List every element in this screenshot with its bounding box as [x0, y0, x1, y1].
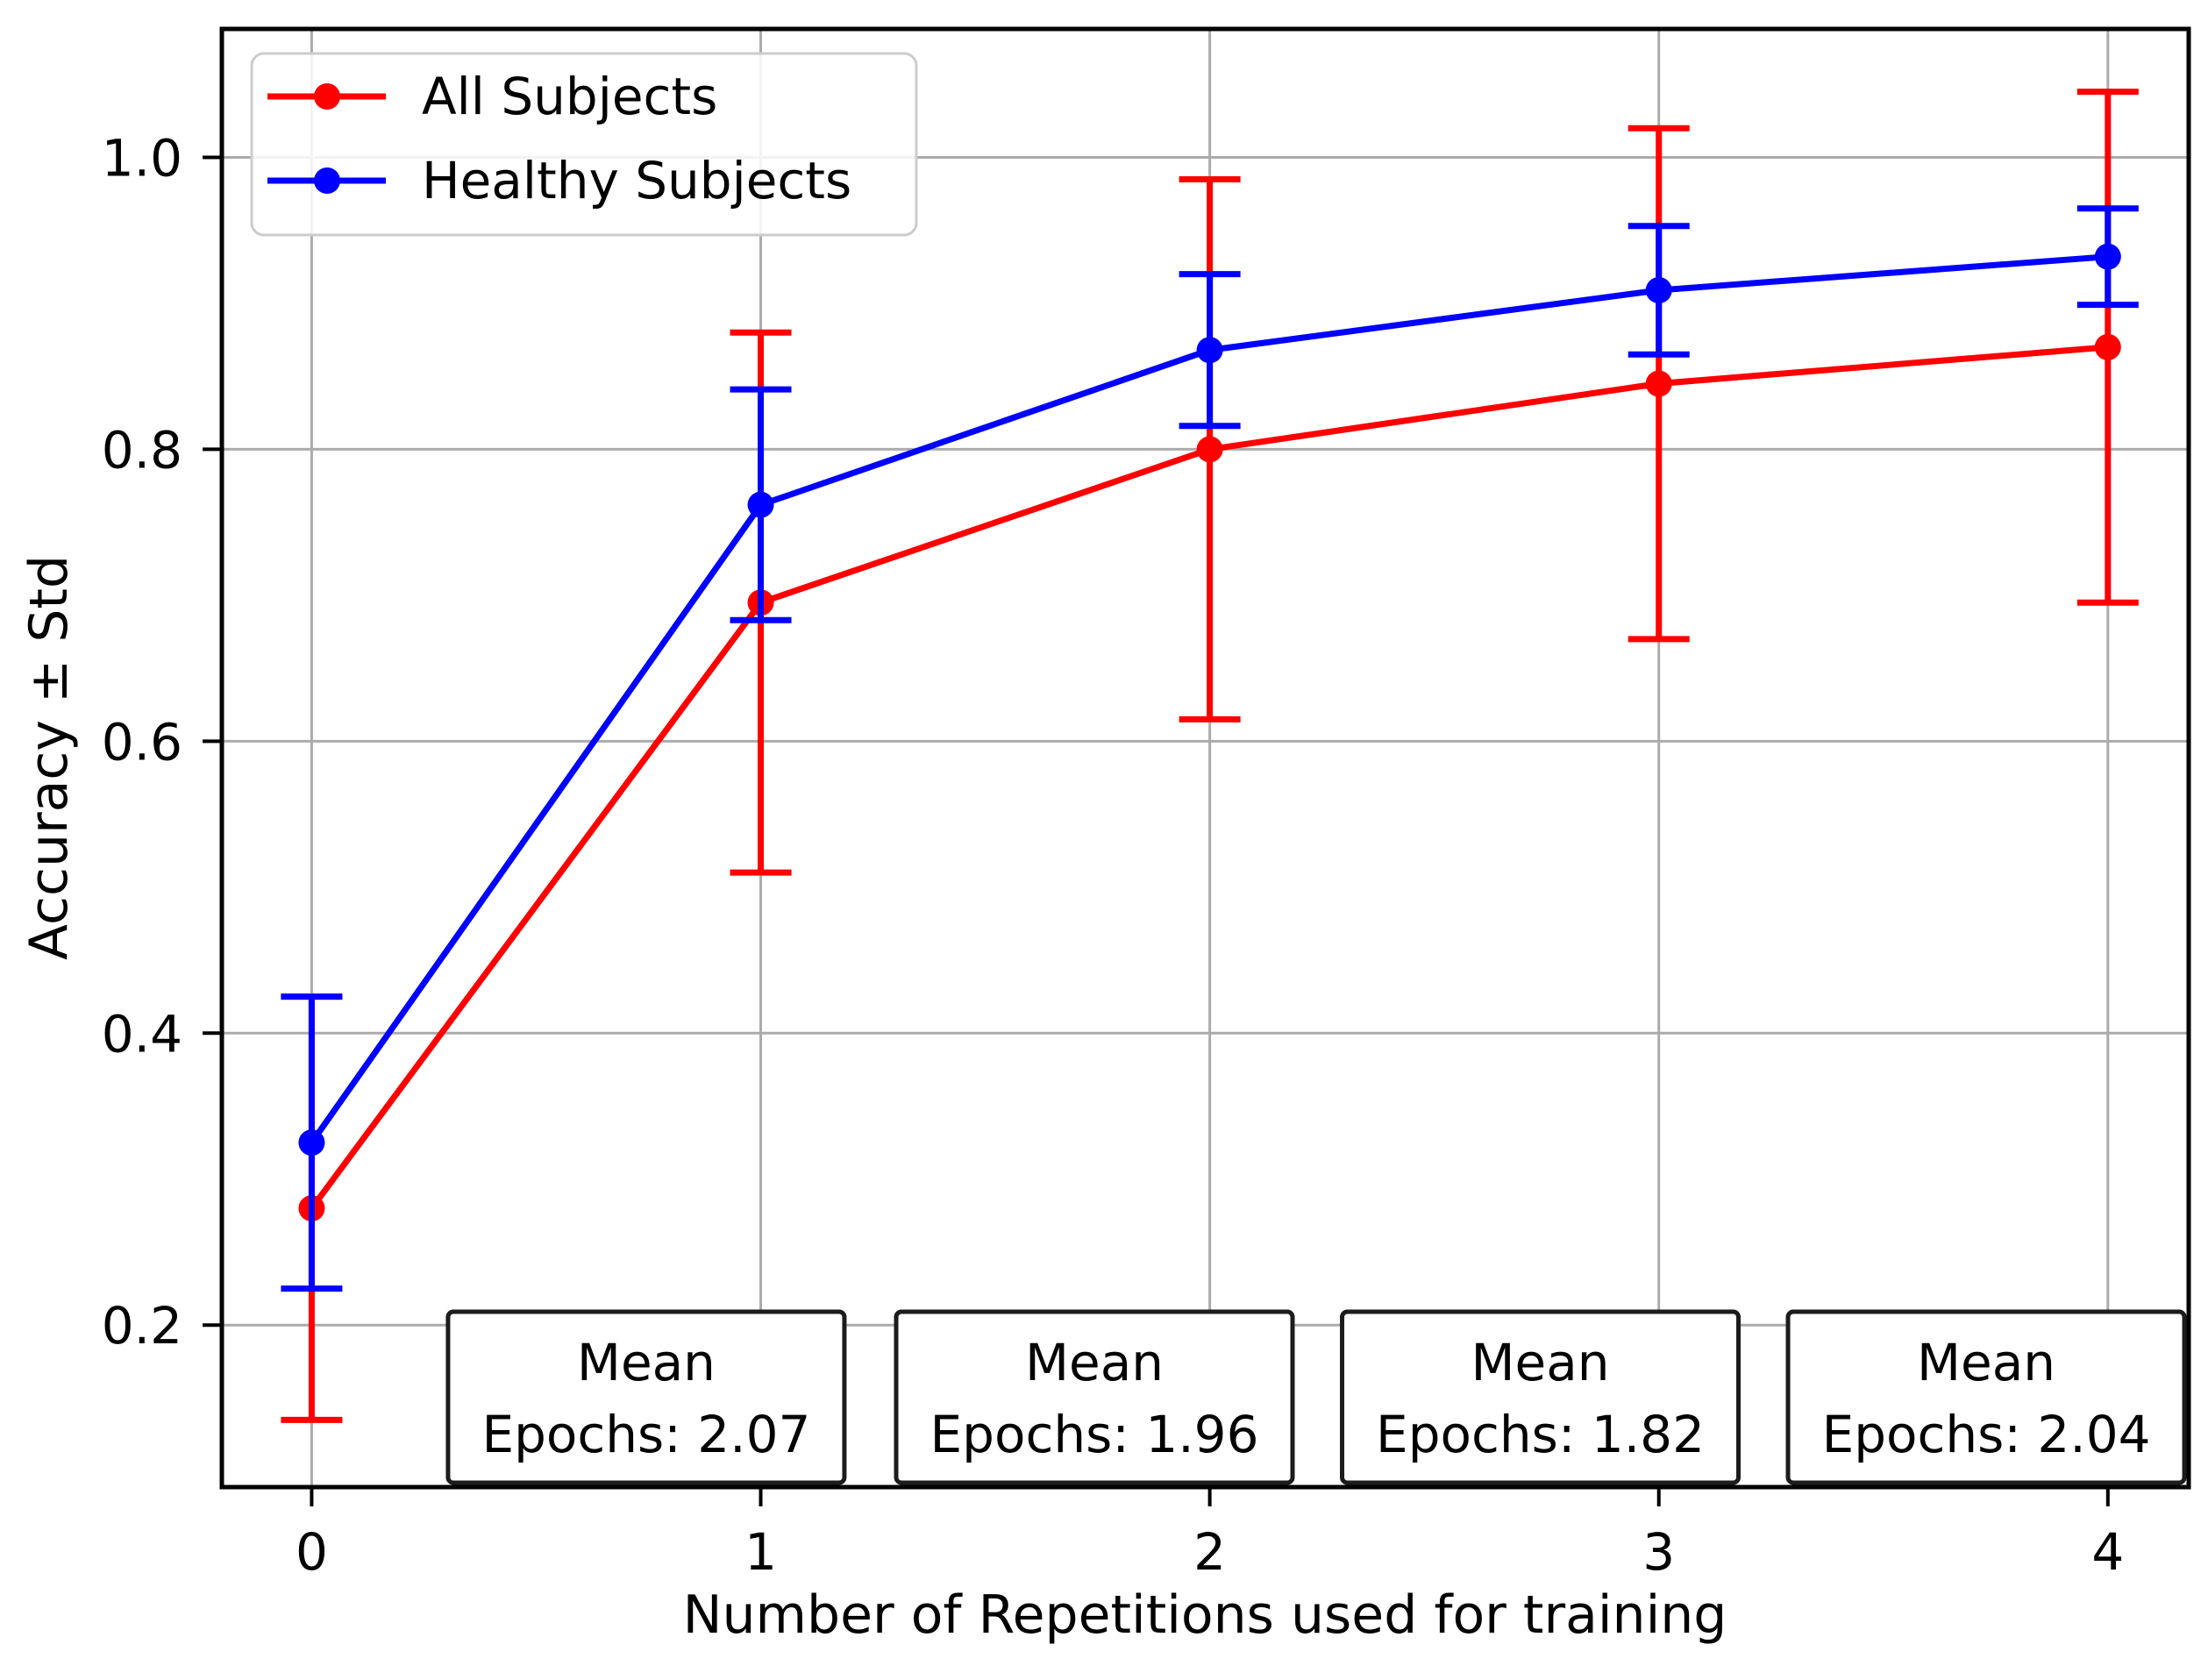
plot-border — [219, 26, 2191, 1490]
y-axis-label: Accuracy ± Std — [18, 555, 80, 960]
y-tick-label-0: 0.2 — [102, 1296, 182, 1356]
x-axis-label: Number of Repetitions used for training — [683, 1584, 1727, 1646]
annotation-box-2 — [1340, 1309, 1741, 1485]
annotation-text-line1-1: Mean — [1025, 1333, 1164, 1392]
y-tick-label-3: 0.8 — [102, 420, 182, 480]
y-tick-label-1: 0.4 — [102, 1004, 182, 1064]
x-tick-label-3: 3 — [1642, 1522, 1675, 1582]
data-point-healthy-subjects-x3 — [1645, 276, 1672, 303]
legend-label-all-subjects: All Subjects — [422, 67, 717, 126]
annotation-text-line2-0: Epochs: 2.07 — [481, 1405, 810, 1464]
x-tick-label-0: 0 — [296, 1522, 328, 1582]
annotation-box-3 — [1785, 1309, 2187, 1485]
plot-area — [222, 29, 2189, 1487]
x-tick-label-1: 1 — [744, 1522, 777, 1582]
x-tick-label-4: 4 — [2091, 1522, 2124, 1582]
annotation-text-line1-3: Mean — [1917, 1333, 2055, 1392]
data-point-all-subjects-x4 — [2094, 333, 2121, 360]
data-point-healthy-subjects-x0 — [298, 1129, 325, 1157]
y-tick-label-4: 1.0 — [102, 128, 182, 188]
x-tick-label-2: 2 — [1193, 1522, 1226, 1582]
data-point-all-subjects-x2 — [1196, 436, 1223, 463]
annotation-text-line1-0: Mean — [577, 1333, 716, 1392]
data-point-all-subjects-x3 — [1645, 370, 1672, 397]
legend-swatch-marker-healthy-subjects — [314, 167, 340, 194]
annotation-text-line2-1: Epochs: 1.96 — [930, 1405, 1259, 1464]
data-point-healthy-subjects-x2 — [1196, 337, 1223, 364]
annotation-text-line2-3: Epochs: 2.04 — [1822, 1405, 2151, 1464]
annotation-text-line2-2: Epochs: 1.82 — [1376, 1405, 1705, 1464]
legend-label-healthy-subjects: Healthy Subjects — [422, 151, 851, 210]
annotation-text-line1-2: Mean — [1471, 1333, 1610, 1392]
data-point-healthy-subjects-x1 — [747, 491, 774, 518]
annotation-box-0 — [445, 1309, 847, 1485]
annotation-box-1 — [894, 1309, 1295, 1485]
data-point-healthy-subjects-x4 — [2094, 243, 2121, 270]
y-tick-label-2: 0.6 — [102, 712, 182, 772]
legend-box — [250, 52, 918, 237]
legend-swatch-marker-all-subjects — [314, 83, 340, 110]
